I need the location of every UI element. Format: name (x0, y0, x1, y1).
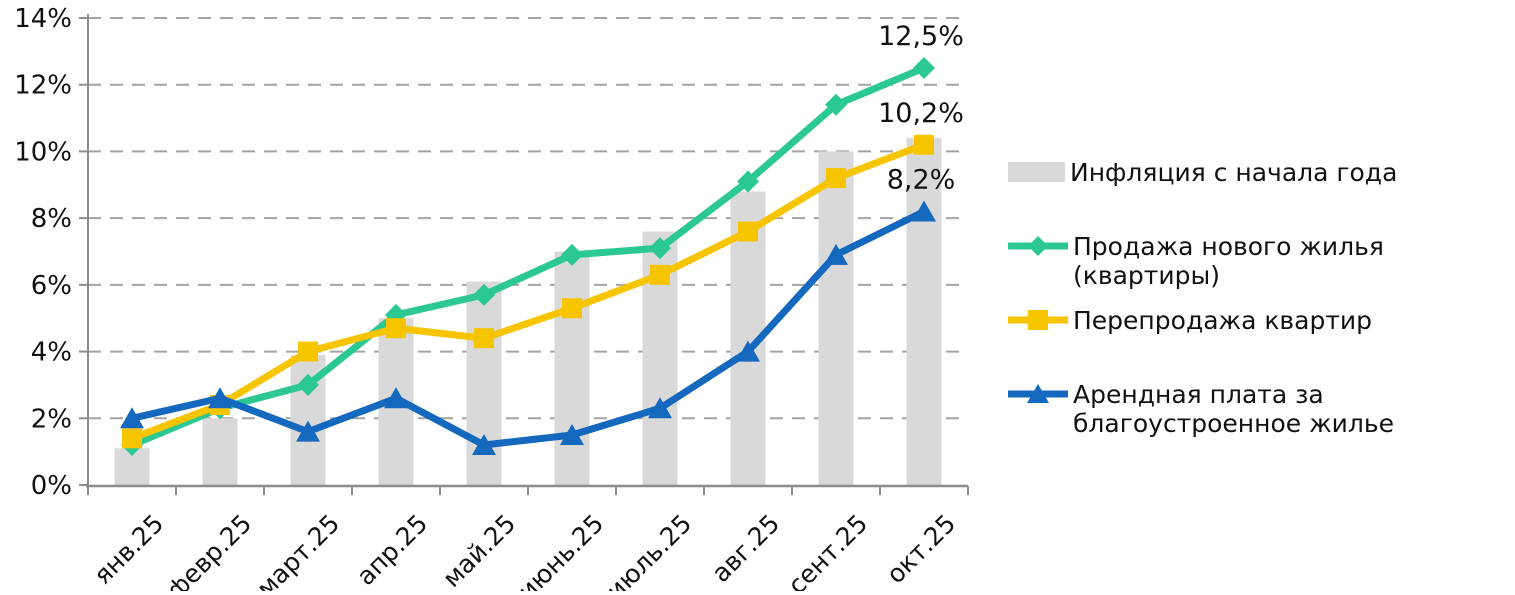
legend-label-rent: Арендная плата за благоустроенное жилье (1073, 380, 1394, 438)
square-marker (738, 221, 758, 242)
legend-item-new-housing: Продажа нового жилья (квартиры) (1008, 232, 1508, 290)
triangle-marker (472, 433, 496, 455)
y-tick-label: 6% (31, 271, 72, 301)
x-tick-label: март.25 (251, 509, 345, 591)
triangle-marker (648, 397, 672, 419)
x-tick-label: май.25 (437, 509, 521, 591)
line-triangle (128, 207, 928, 449)
line-diamond (128, 64, 928, 449)
y-tick-label: 12% (14, 71, 72, 101)
legend-label-new-housing: Продажа нового жилья (квартиры) (1073, 232, 1384, 290)
x-tick-label: авг.25 (706, 509, 785, 588)
triangle-marker (120, 407, 144, 429)
line-triangle-swatch (1008, 384, 1068, 403)
legend-item-resale: Перепродажа квартир (1008, 306, 1372, 335)
legend-label-resale: Перепродажа квартир (1073, 306, 1373, 335)
x-tick-label: февр.25 (161, 509, 257, 591)
triangle-marker (736, 340, 760, 362)
legend-item-rent: Арендная плата за благоустроенное жилье (1008, 380, 1508, 438)
bar (818, 151, 854, 485)
x-tick-label: апр.25 (351, 509, 433, 591)
triangle-marker (824, 243, 848, 265)
diamond-marker (473, 283, 495, 306)
x-tick-label: окт.25 (881, 509, 961, 589)
triangle-marker (560, 423, 584, 445)
y-tick-label: 4% (31, 338, 72, 368)
diamond-marker (825, 93, 847, 116)
line-square-swatch (1008, 310, 1068, 330)
legend-label-inflation: Инфляция с начала года (1070, 158, 1398, 187)
triangle-marker (208, 387, 232, 409)
y-tick-label: 10% (14, 137, 72, 167)
x-tick-label: янв.25 (88, 509, 169, 590)
x-tick-label: сент.25 (782, 509, 873, 591)
axes (79, 14, 969, 495)
diamond-marker (737, 170, 759, 193)
data-label: 8,2% (887, 164, 956, 195)
bar-series (114, 138, 942, 486)
diamond-marker (913, 57, 935, 80)
square-marker-icon (1028, 310, 1048, 330)
legend: Инфляция с начала года Продажа нового жи… (1008, 0, 1513, 591)
data-label: 10,2% (878, 98, 964, 129)
diamond-marker-icon (1028, 236, 1048, 256)
square-marker (914, 134, 934, 155)
diamond-marker (649, 237, 671, 260)
diamond-marker (561, 243, 583, 266)
square-marker (650, 264, 670, 285)
data-labels: 12,5% 10,2% 8,2% (878, 21, 964, 195)
line-diamond-swatch (1008, 236, 1068, 256)
y-tick-label: 0% (31, 471, 72, 501)
line-series (120, 57, 936, 456)
bar (906, 138, 942, 486)
triangle-marker-icon (1027, 384, 1049, 403)
plot-area: 0% 2% 4% 6% 8% 10% 12% 14% янв.25февр.25март.25… (14, 4, 969, 595)
line-square (128, 141, 928, 442)
square-marker (562, 298, 582, 319)
triangle-marker (384, 387, 408, 409)
x-tick-label: июль.25 (601, 509, 698, 591)
bar-swatch (1008, 162, 1065, 182)
square-marker (474, 328, 494, 349)
diamond-marker (297, 373, 319, 396)
square-marker (122, 428, 142, 449)
legend-item-inflation: Инфляция с начала года (1008, 158, 1397, 187)
data-label: 12,5% (878, 21, 964, 52)
square-marker (826, 168, 846, 189)
square-marker (386, 318, 406, 339)
triangle-marker (912, 200, 936, 222)
bar (554, 251, 590, 485)
y-tick-label: 2% (31, 404, 72, 434)
x-tick-label: июнь.25 (512, 509, 609, 591)
y-tick-label: 14% (14, 4, 72, 34)
y-axis-labels: 0% 2% 4% 6% 8% 10% 12% 14% (14, 4, 72, 501)
square-marker (298, 341, 318, 362)
bar (202, 418, 238, 485)
y-tick-label: 8% (31, 204, 72, 234)
triangle-marker (296, 420, 320, 442)
